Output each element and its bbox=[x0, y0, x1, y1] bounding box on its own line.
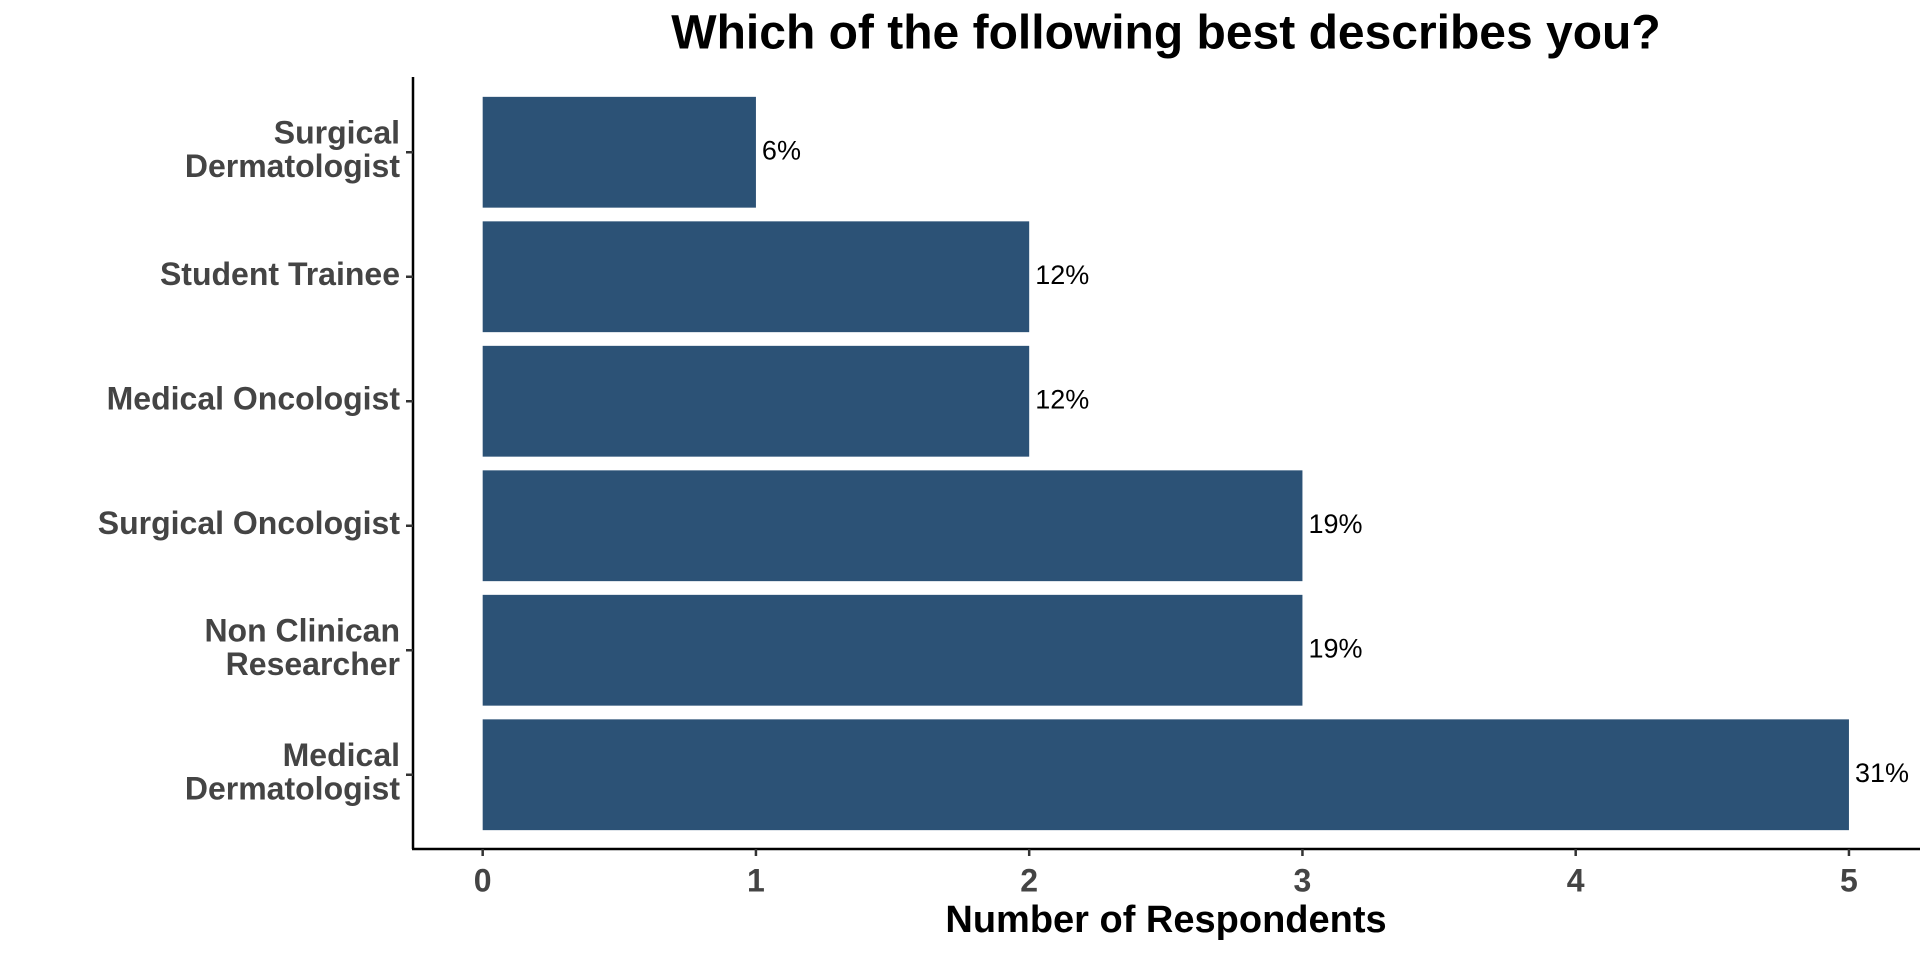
value-label: 19% bbox=[1308, 633, 1362, 663]
value-label: 19% bbox=[1308, 509, 1362, 539]
x-tick-label: 3 bbox=[1294, 862, 1312, 898]
value-label: 6% bbox=[762, 135, 801, 165]
y-tick-label: Student Trainee bbox=[160, 256, 400, 292]
bar bbox=[482, 221, 1030, 333]
bar bbox=[482, 96, 756, 208]
value-label: 12% bbox=[1035, 384, 1089, 414]
y-tick-label: Medical Oncologist bbox=[107, 381, 401, 417]
value-label: 12% bbox=[1035, 260, 1089, 290]
value-label: 31% bbox=[1855, 758, 1909, 788]
x-tick-label: 1 bbox=[747, 862, 765, 898]
bar bbox=[482, 594, 1303, 706]
x-tick-label: 2 bbox=[1020, 862, 1038, 898]
x-axis-title: Number of Respondents bbox=[945, 899, 1386, 941]
x-tick-label: 4 bbox=[1567, 862, 1585, 898]
chart-title: Which of the following best describes yo… bbox=[671, 7, 1660, 60]
y-tick-label: Medical Dermatologist bbox=[185, 737, 400, 807]
x-tick-label: 0 bbox=[474, 862, 492, 898]
y-tick-label: Surgical Oncologist bbox=[98, 505, 401, 541]
x-tick-label: 5 bbox=[1840, 862, 1858, 898]
y-tick-label: Surgical Dermatologist bbox=[185, 115, 400, 185]
bar bbox=[482, 719, 1849, 831]
y-tick-label: Non Clinican Researcher bbox=[204, 613, 400, 683]
bar bbox=[482, 345, 1030, 457]
bar bbox=[482, 470, 1303, 582]
